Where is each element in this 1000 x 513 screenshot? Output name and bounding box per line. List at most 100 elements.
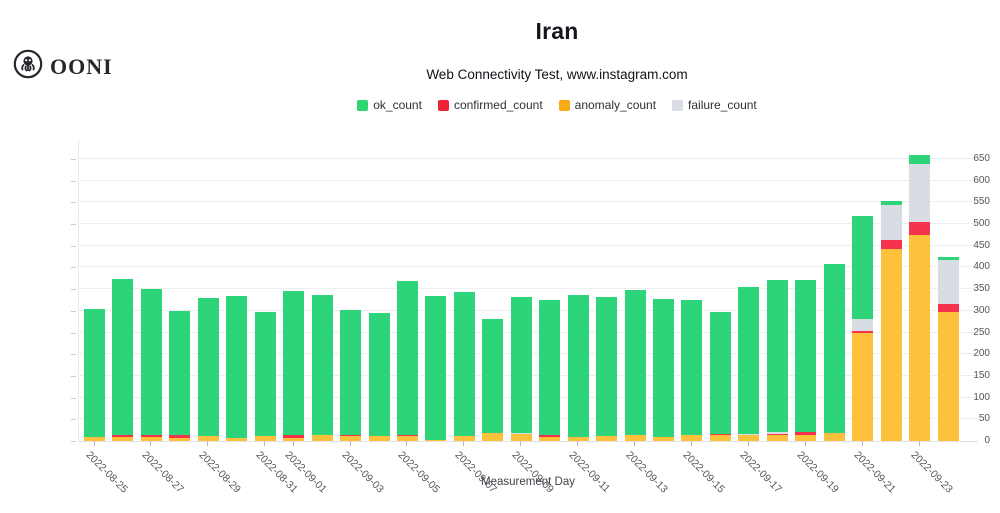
bar-2022-09-15[interactable] [681,299,703,441]
bar-2022-09-14[interactable] [653,298,674,441]
bar-segment-confirmed_count [140,435,162,438]
bar-2022-08-31[interactable] [254,311,276,441]
y-tick-mark [71,397,76,399]
legend-label: ok_count [373,98,422,112]
bar-2022-09-07[interactable] [453,291,475,441]
legend-item-anomaly_count[interactable]: anomaly_count [558,98,656,112]
bar-segment-confirmed_count [396,434,418,437]
bar-segment-confirmed_count [937,303,959,312]
bar-2022-08-29[interactable] [197,297,219,441]
x-tick-label-2022-09-07: 2022-09-07 [452,449,500,496]
y-tick-label-350: 350 [973,283,990,295]
bar-2022-09-04[interactable] [368,312,390,441]
bar-segment-confirmed_count [112,435,134,438]
bar-2022-09-24[interactable] [937,257,959,441]
bar-2022-09-01[interactable] [283,290,305,441]
x-tick-mark-2022-08-25 [93,441,95,446]
y-tick-mark [71,224,76,225]
gridline-600 [79,179,978,181]
bar-2022-09-16[interactable] [709,312,731,441]
bar-segment-ok_count [254,311,276,437]
bar-segment-failure_count [738,433,760,436]
bar-segment-ok_count [738,287,760,434]
y-tick-mark [71,180,76,182]
bar-2022-09-09[interactable] [510,296,532,441]
gridline-550 [79,201,978,203]
bar-segment-ok_count [653,298,674,437]
bar-segment-anomaly_count [482,433,504,441]
ooni-logo[interactable]: OONI [12,48,113,85]
y-tick-mark [71,267,76,269]
legend-item-confirmed_count[interactable]: confirmed_count [437,98,543,112]
bar-segment-ok_count [140,289,162,436]
y-tick-mark [71,310,76,312]
bar-segment-confirmed_count [795,432,817,435]
bar-2022-09-21[interactable] [852,216,874,441]
bar-segment-ok_count [340,309,362,435]
y-tick-mark [71,289,76,291]
bar-2022-08-27[interactable] [140,289,162,441]
bar-segment-anomaly_count [453,435,475,441]
bar-segment-ok_count [84,308,105,437]
bar-segment-ok_count [766,280,788,433]
bar-segment-anomaly_count [169,437,191,441]
y-tick-label-400: 400 [973,261,990,273]
bar-segment-anomaly_count [140,437,162,441]
bar-2022-08-26[interactable] [112,279,134,441]
bar-2022-09-08[interactable] [482,318,504,441]
bar-2022-09-03[interactable] [340,309,362,441]
bar-segment-anomaly_count [197,436,219,441]
x-tick-mark-2022-08-27 [150,441,152,446]
bar-segment-ok_count [425,296,447,441]
bar-2022-09-13[interactable] [624,289,646,441]
x-tick-mark-2022-08-31 [264,441,266,446]
bar-segment-anomaly_count [567,436,589,441]
bar-segment-ok_count [482,318,504,434]
legend: ok_count confirmed_count anomaly_count fail… [114,98,1000,112]
legend-item-failure_count[interactable]: failure_count [672,98,757,112]
legend-swatch-confirmed_count [437,99,449,111]
bar-segment-confirmed_count [340,434,362,436]
x-tick-label-2022-09-13: 2022-09-13 [623,449,671,496]
x-tick-label-2022-09-11: 2022-09-11 [566,449,613,495]
bar-segment-anomaly_count [823,433,845,441]
bar-2022-09-22[interactable] [880,201,902,441]
bar-segment-ok_count [197,297,219,437]
bar-segment-ok_count [823,263,845,434]
bar-segment-anomaly_count [368,435,390,441]
bar-segment-ok_count [567,294,589,437]
bar-2022-09-12[interactable] [596,296,618,441]
x-tick-label-2022-09-23: 2022-09-23 [908,449,955,496]
legend-item-ok_count[interactable]: ok_count [357,98,422,112]
bar-segment-anomaly_count [766,435,788,441]
y-tick-label-50: 50 [978,413,990,425]
bar-2022-09-23[interactable] [909,155,931,441]
x-tick-label-2022-09-09: 2022-09-09 [509,449,557,496]
bar-segment-failure_count [510,432,532,435]
y-tick-mark [71,375,76,377]
bar-segment-ok_count [226,296,248,439]
bar-2022-09-02[interactable] [311,295,333,441]
bar-2022-09-20[interactable] [823,263,845,441]
x-tick-mark-2022-09-03 [349,441,351,446]
bar-segment-ok_count [283,290,305,436]
y-tick-mark [71,202,76,204]
bar-2022-09-19[interactable] [795,279,817,441]
bar-2022-09-18[interactable] [766,280,788,441]
gridline-450 [79,244,978,246]
x-tick-label-2022-09-05: 2022-09-05 [395,449,443,496]
bar-2022-09-06[interactable] [425,296,447,441]
bar-2022-08-28[interactable] [169,310,191,441]
bar-segment-failure_count [852,318,874,332]
bar-2022-09-17[interactable] [738,287,760,441]
bar-segment-ok_count [624,289,646,435]
bar-2022-09-10[interactable] [539,299,561,441]
bar-2022-09-05[interactable] [396,280,418,441]
bar-segment-anomaly_count [653,436,674,441]
bar-2022-08-30[interactable] [226,296,248,441]
bar-2022-08-25[interactable] [84,308,105,441]
bar-2022-09-11[interactable] [567,294,589,441]
bar-segment-ok_count [909,155,931,165]
bar-segment-anomaly_count [311,434,333,441]
y-tick-label-300: 300 [973,304,990,316]
